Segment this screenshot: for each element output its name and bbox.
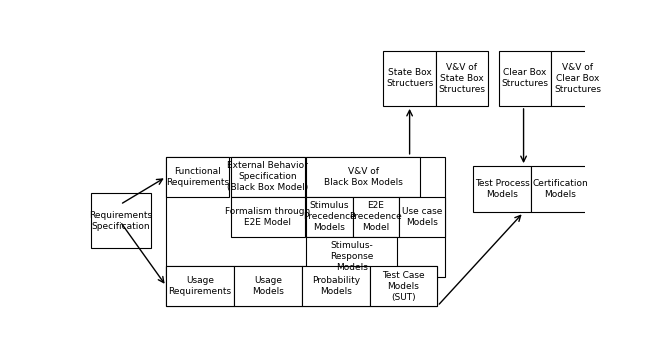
Bar	[306, 197, 353, 237]
Text: V&V of
State Box
Structures: V&V of State Box Structures	[438, 63, 486, 94]
Bar	[552, 51, 604, 106]
Bar	[499, 51, 552, 106]
Bar	[231, 197, 305, 237]
Text: Use case
Models: Use case Models	[402, 207, 442, 227]
Text: Stimulus
Precedence
Models: Stimulus Precedence Models	[303, 201, 356, 232]
Text: Stimulus-
Response
Models: Stimulus- Response Models	[330, 241, 374, 272]
Bar	[370, 266, 437, 306]
Bar	[234, 266, 302, 306]
Bar	[166, 266, 234, 306]
Bar	[531, 166, 590, 212]
Text: Usage
Models: Usage Models	[252, 276, 284, 296]
Bar	[473, 166, 531, 212]
Bar	[166, 266, 437, 306]
Text: Usage
Requirements: Usage Requirements	[169, 276, 231, 296]
Bar	[306, 157, 421, 197]
Text: Requirements
Specification: Requirements Specification	[89, 211, 153, 231]
Bar	[231, 157, 305, 197]
Text: External Behavior
Specification
(Black Box Model): External Behavior Specification (Black B…	[228, 161, 308, 192]
Text: Formalism through
E2E Model: Formalism through E2E Model	[226, 207, 310, 227]
Text: V&V of
Black Box Models: V&V of Black Box Models	[324, 167, 403, 187]
Text: E2E
Precedence
Model: E2E Precedence Model	[349, 201, 402, 232]
Text: Probability
Models: Probability Models	[312, 276, 360, 296]
Text: Functional
Requirements: Functional Requirements	[166, 167, 230, 187]
Bar	[166, 157, 445, 277]
Bar	[383, 51, 436, 106]
Text: State Box
Structuers: State Box Structuers	[386, 68, 433, 88]
Bar	[306, 237, 397, 277]
Bar	[399, 197, 445, 237]
Bar	[436, 51, 488, 106]
Bar	[91, 193, 151, 248]
Bar	[166, 157, 230, 197]
Text: Clear Box
Structures: Clear Box Structures	[501, 68, 548, 88]
Text: Test Process
Models: Test Process Models	[475, 179, 529, 199]
Bar	[353, 197, 399, 237]
Text: Test Case
Models
(SUT): Test Case Models (SUT)	[382, 271, 424, 302]
Bar	[302, 266, 370, 306]
Text: Certification
Models: Certification Models	[533, 179, 588, 199]
Text: V&V of
Clear Box
Structures: V&V of Clear Box Structures	[554, 63, 601, 94]
